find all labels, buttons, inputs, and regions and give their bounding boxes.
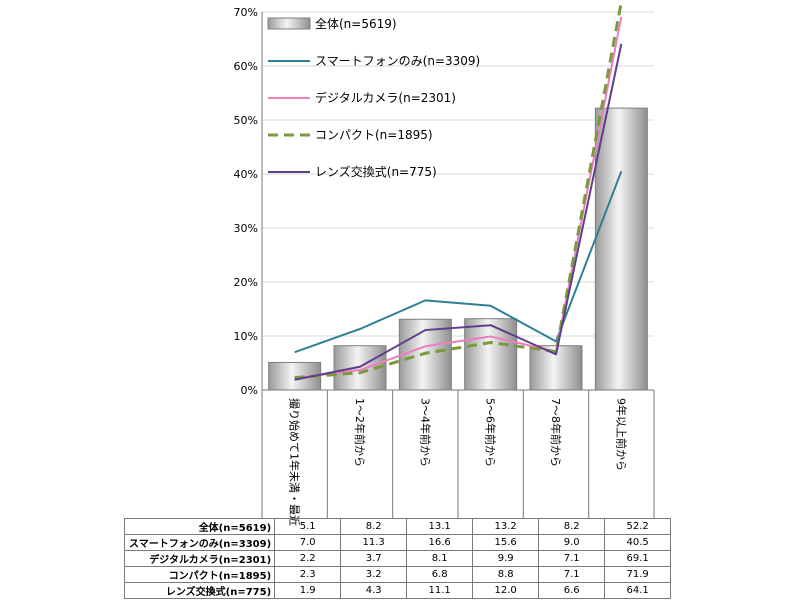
table-cell: 64.1 [604,582,672,599]
gridlines [262,11,654,391]
legend-label: デジタルカメラ(n=2301) [315,90,456,105]
table-cell: 5.1 [274,518,342,535]
table-cell: 4.3 [340,582,408,599]
x-category-label: 3～4年前から [418,398,432,467]
legend-label: 全体(n=5619) [315,16,397,31]
y-tick-label: 60% [234,60,258,73]
legend-label: スマートフォンのみ(n=3309) [315,54,480,68]
series-line [294,16,623,380]
y-tick-label: 20% [234,276,258,289]
x-category-label: 1～2年前から [353,398,367,467]
table-row-label: 全体(n=5619) [123,518,276,535]
y-tick-label: 30% [234,222,258,235]
table-cell: 2.2 [274,550,342,567]
table-cell: 3.2 [340,566,408,583]
axes [261,12,655,518]
table-cell: 7.1 [538,550,606,567]
legend: 全体(n=5619) スマートフォンのみ(n=3309) デジタルカメラ(n=230… [267,16,480,179]
table-cell: 9.9 [472,550,540,567]
line-series [294,1,623,381]
data-table: 全体(n=5619) 5.1 8.2 13.1 13.2 8.2 52.2 スマートフォンのみ… [123,518,672,599]
table-cell: 11.1 [406,582,474,599]
y-tick-labels: 0% 10% 20% 30% 40% 50% 60% 70% [234,6,258,397]
table-row: デジタルカメラ(n=2301) 2.2 3.7 8.1 9.9 7.1 69.1 [123,550,672,567]
x-category-labels: 撮り始めて1年未満・最近 1～2年前から 3～4年前から 5～6年前から 7～8年前から… [288,398,629,526]
y-tick-label: 70% [234,6,258,19]
x-category-label: 撮り始めて1年未満・最近 [288,398,302,526]
y-tick-label: 0% [241,384,258,397]
table-cell: 15.6 [472,534,540,551]
table-cell: 12.0 [472,582,540,599]
table-cell: 7.0 [274,534,342,551]
table-row-label: コンパクト(n=1895) [123,566,276,583]
table-cell: 16.6 [406,534,474,551]
x-category-label: 7～8年前から [549,398,563,467]
bar [464,318,518,391]
table-row: 全体(n=5619) 5.1 8.2 13.1 13.2 8.2 52.2 [123,518,672,535]
table-row: コンパクト(n=1895) 2.3 3.2 6.8 8.8 7.1 71.9 [123,566,672,583]
y-tick-label: 40% [234,168,258,181]
bar-series [268,107,648,391]
table-row-label: スマートフォンのみ(n=3309) [123,534,276,551]
x-category-label: 9年以上前から [614,398,628,471]
legend-label: レンズ交換式(n=775) [315,164,437,179]
series-line [294,43,623,381]
y-tick-label: 50% [234,114,258,127]
table-row: レンズ交換式(n=775) 1.9 4.3 11.1 12.0 6.6 64.1 [123,582,672,599]
x-category-label: 5～6年前から [484,398,498,467]
series-line [294,170,623,354]
table-cell: 11.3 [340,534,408,551]
table-cell: 8.8 [472,566,540,583]
table-row-label: デジタルカメラ(n=2301) [123,550,276,567]
table-cell: 8.1 [406,550,474,567]
table-cell: 3.7 [340,550,408,567]
table-cell: 13.2 [472,518,540,535]
table-cell: 8.2 [340,518,408,535]
table-cell: 6.6 [538,582,606,599]
y-tick-label: 10% [234,330,258,343]
table-cell: 6.8 [406,566,474,583]
legend-label: コンパクト(n=1895) [315,128,433,142]
table-cell: 13.1 [406,518,474,535]
table-cell: 52.2 [604,518,672,535]
table-cell: 2.3 [274,566,342,583]
bar [594,107,648,391]
table-row: スマートフォンのみ(n=3309) 7.0 11.3 16.6 15.6 9.0 40.5 [123,534,672,551]
table-cell: 40.5 [604,534,672,551]
table-cell: 69.1 [604,550,672,567]
table-cell: 9.0 [538,534,606,551]
table-cell: 8.2 [538,518,606,535]
table-cell: 1.9 [274,582,342,599]
legend-swatch [267,17,311,30]
table-row-label: レンズ交換式(n=775) [123,582,276,599]
table-cell: 7.1 [538,566,606,583]
table-cell: 71.9 [604,566,672,583]
series-line [294,1,623,380]
